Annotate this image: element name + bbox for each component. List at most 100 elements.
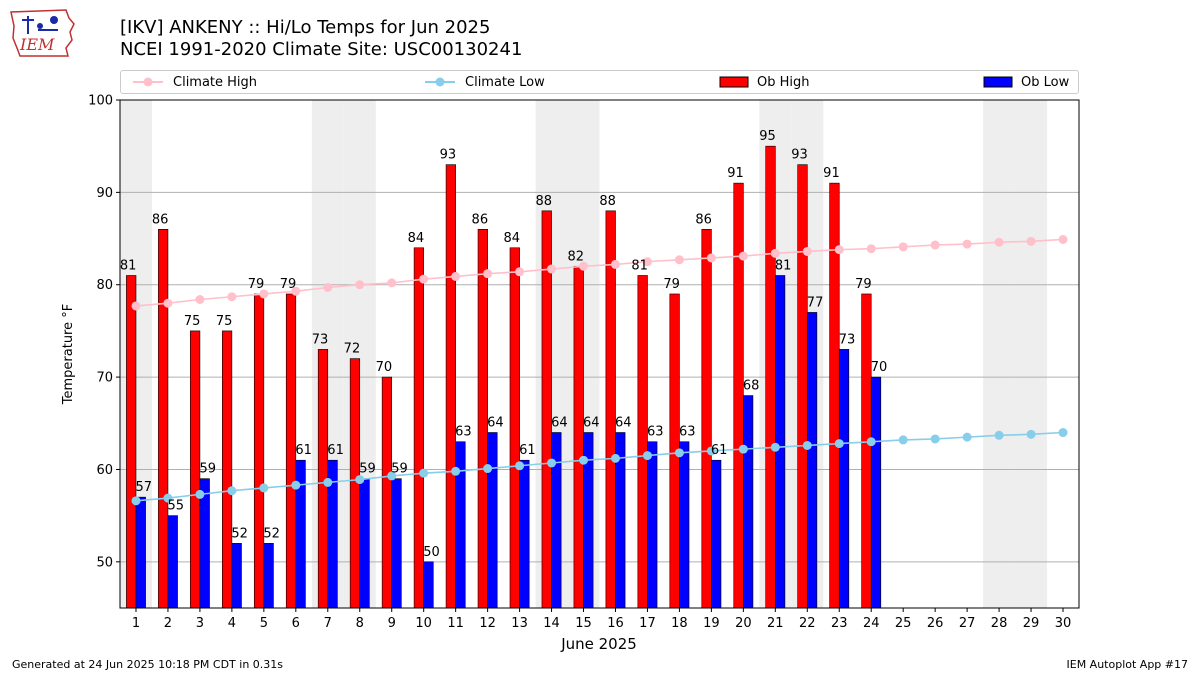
- ob-low-bar: [487, 432, 498, 609]
- climate-high-swatch: [133, 77, 163, 87]
- climate-low-point: [770, 442, 780, 452]
- ob-low-bar: [455, 441, 466, 609]
- ob-high-bar: [126, 275, 137, 609]
- ob-low-value-label: 64: [615, 416, 632, 431]
- ob-high-value-label: 91: [727, 166, 744, 181]
- ob-high-value-label: 84: [408, 231, 425, 246]
- x-tick-label: 20: [735, 616, 752, 631]
- x-tick-label: 14: [543, 616, 560, 631]
- ob-high-value-label: 73: [312, 332, 329, 347]
- climate-low-point: [834, 439, 844, 449]
- ob-high-value-label: 95: [759, 129, 776, 144]
- ob-low-value-label: 77: [807, 295, 824, 310]
- ob-low-bar: [135, 496, 146, 609]
- climate-low-point: [674, 448, 684, 458]
- x-tick-label: 24: [863, 616, 880, 631]
- climate-low-point: [706, 446, 716, 456]
- ob-high-value-label: 91: [823, 166, 840, 181]
- ob-low-bar: [775, 275, 786, 609]
- climate-low-point: [994, 430, 1004, 440]
- ob-high-value-label: 88: [599, 194, 616, 209]
- climate-high-point: [898, 242, 908, 252]
- x-tick-label: 13: [511, 616, 528, 631]
- ob-low-value-label: 63: [455, 425, 472, 440]
- ob-high-value-label: 86: [152, 212, 169, 227]
- ob-high-value-label: 93: [440, 148, 457, 163]
- climate-high-point: [1058, 234, 1068, 244]
- x-tick-label: 1: [132, 616, 140, 631]
- x-tick-label: 11: [447, 616, 464, 631]
- ob-low-value-label: 64: [551, 416, 568, 431]
- legend-label: Climate Low: [465, 74, 545, 90]
- legend-label: Climate High: [173, 74, 258, 90]
- climate-high-point: [579, 261, 589, 271]
- ob-low-value-label: 55: [167, 499, 184, 514]
- climate-high-point: [483, 269, 493, 279]
- ob-low-value-label: 64: [583, 416, 600, 431]
- x-tick-label: 17: [639, 616, 656, 631]
- ob-low-bar: [711, 459, 722, 609]
- climate-high-point: [451, 271, 461, 281]
- ob-low-bar: [647, 441, 658, 609]
- climate-low-swatch: [425, 77, 455, 87]
- ob-low-bar: [743, 395, 754, 609]
- ob-high-bar: [158, 229, 169, 609]
- climate-high-point: [163, 298, 173, 308]
- y-tick-label: 70: [96, 371, 113, 386]
- ob-high-bar: [605, 210, 616, 609]
- ob-low-bar: [391, 478, 402, 609]
- climate-low-point: [515, 461, 525, 471]
- climate-low-point: [802, 440, 812, 450]
- ob-high-value-label: 84: [504, 231, 521, 246]
- ob-high-value-label: 79: [280, 277, 297, 292]
- ob-low-bar: [519, 459, 530, 609]
- y-tick-label: 90: [96, 186, 113, 201]
- ob-high-value-label: 79: [855, 277, 872, 292]
- ob-low-bar: [679, 441, 690, 609]
- y-tick-label: 60: [96, 463, 113, 478]
- climate-low-point: [962, 432, 972, 442]
- ob-high-bar: [445, 164, 456, 609]
- ob-low-value-label: 61: [327, 443, 344, 458]
- logo-text: IEM: [19, 35, 55, 54]
- ob-low-bar: [167, 515, 178, 609]
- ob-low-value-label: 81: [775, 258, 792, 273]
- ob-low-value-label: 61: [295, 443, 312, 458]
- climate-high-point: [227, 292, 237, 302]
- ob-low-bar: [838, 349, 850, 609]
- climate-low-point: [291, 480, 301, 490]
- x-tick-label: 29: [1023, 616, 1040, 631]
- climate-low-point: [1026, 429, 1036, 439]
- climate-high-point: [706, 253, 716, 263]
- x-tick-label: 19: [703, 616, 720, 631]
- climate-high-point: [738, 251, 748, 261]
- data-labels: 81 86 75 75 79 79 73 72 70 84 93 86 84 88 82 88 81 79 86 91…: [120, 129, 887, 560]
- climate-lines: [131, 234, 1068, 506]
- climate-low-point: [866, 437, 876, 447]
- x-tick-label: 27: [959, 616, 976, 631]
- climate-high-point: [387, 278, 397, 288]
- ob-low-value-label: 59: [199, 462, 216, 477]
- climate-low-point: [1058, 428, 1068, 438]
- climate-high-point: [994, 237, 1004, 247]
- ob-high-value-label: 86: [695, 212, 712, 227]
- climate-high-point: [323, 282, 333, 292]
- x-tick-label: 12: [479, 616, 496, 631]
- ob-low-value-label: 63: [679, 425, 696, 440]
- climate-low-point: [547, 458, 557, 468]
- weekend-band: [983, 100, 1016, 608]
- x-tick-label: 30: [1055, 616, 1072, 631]
- ob-low-value-label: 61: [711, 443, 728, 458]
- iem-logo: IEM: [10, 9, 75, 57]
- climate-low-line: [135, 431, 1064, 502]
- legend: Climate High Climate Low Ob High Ob Low: [120, 70, 1079, 94]
- x-tick-label: 25: [895, 616, 912, 631]
- ob-low-value-label: 57: [136, 480, 153, 495]
- x-tick-label: 4: [228, 616, 236, 631]
- climate-high-point: [355, 280, 365, 290]
- climate-high-point: [962, 239, 972, 249]
- ob-low-value-label: 63: [647, 425, 664, 440]
- climate-low-point: [738, 444, 748, 454]
- climate-high-point: [195, 295, 205, 305]
- ob-high-bar: [637, 275, 648, 609]
